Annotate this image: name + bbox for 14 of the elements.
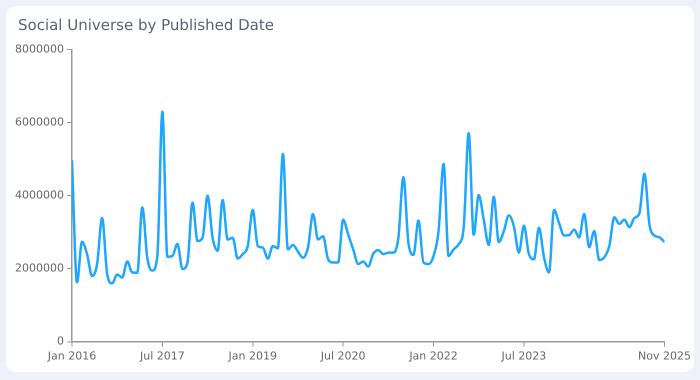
x-tick-label: Jul 2023 (500, 349, 546, 362)
x-tick-label: Jan 2016 (46, 349, 96, 362)
x-tick-label: Nov 2025 (638, 349, 692, 362)
y-tick-label: 0 (56, 334, 64, 348)
y-tick-label: 4000000 (14, 188, 64, 202)
x-tick-label: Jul 2017 (138, 349, 185, 362)
x-tick-label: Jan 2022 (408, 349, 458, 362)
x-tick-label: Jul 2020 (320, 349, 366, 362)
chart-title: Social Universe by Published Date (18, 16, 274, 34)
y-tick-label: 8000000 (14, 42, 64, 56)
x-tick-label: Jan 2019 (228, 349, 277, 362)
y-tick-label: 2000000 (14, 262, 64, 275)
line-series (72, 110, 665, 285)
y-tick-label: 6000000 (14, 116, 64, 129)
